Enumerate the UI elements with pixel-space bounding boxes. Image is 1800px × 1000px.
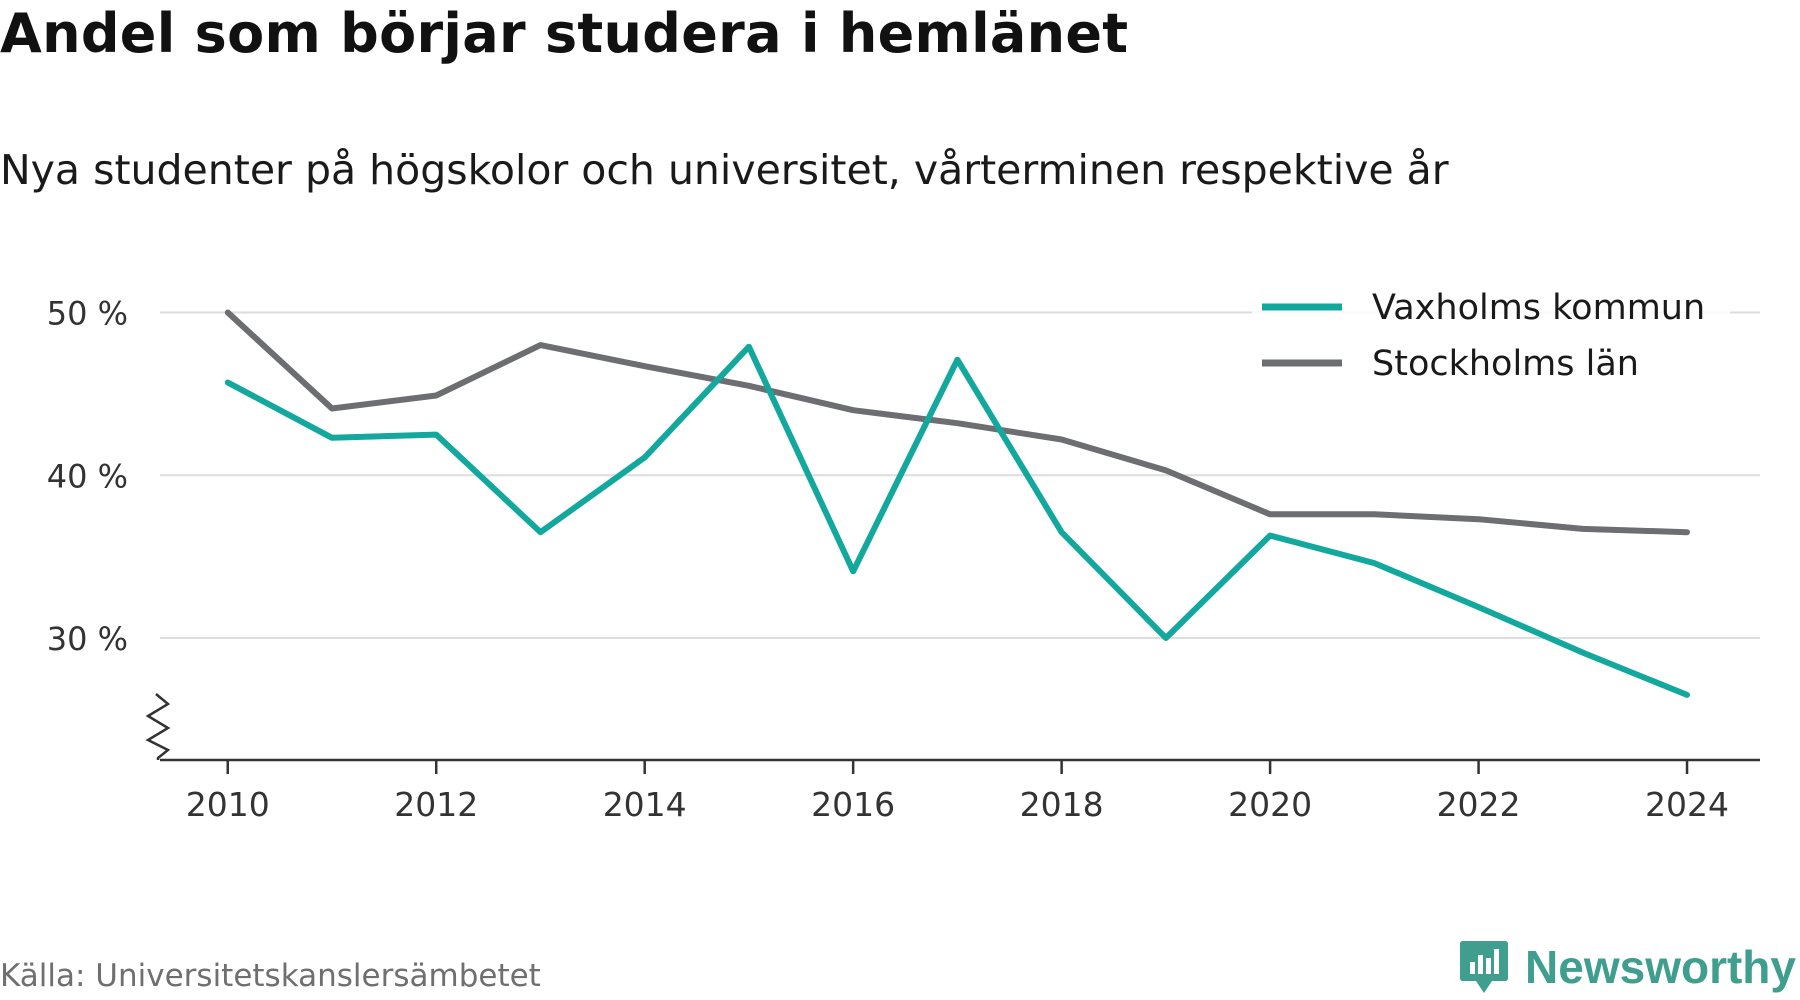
x-tick-label: 2024 xyxy=(1645,785,1729,824)
x-tick-label: 2016 xyxy=(811,785,895,824)
x-tick-label: 2018 xyxy=(1020,785,1104,824)
legend-background xyxy=(1252,277,1730,395)
x-tick-label: 2012 xyxy=(394,785,478,824)
x-tick-label: 2010 xyxy=(186,785,270,824)
x-tick-label: 2020 xyxy=(1228,785,1312,824)
y-tick-label: 50 % xyxy=(47,295,128,333)
brand-logo: Newsworthy xyxy=(1459,938,1796,996)
brand-name: Newsworthy xyxy=(1525,941,1796,993)
chart-subtitle: Nya studenter på högskolor och universit… xyxy=(0,146,1449,194)
legend-label: Vaxholms kommun xyxy=(1372,288,1705,328)
legend-label: Stockholms län xyxy=(1372,344,1639,384)
source-note: Källa: Universitetskanslersämbetet xyxy=(0,958,541,994)
x-tick-label: 2022 xyxy=(1437,785,1521,824)
newsworthy-logo-icon xyxy=(1460,941,1509,993)
axis-break-icon xyxy=(145,693,171,760)
series-line xyxy=(224,309,1690,536)
y-tick-label: 40 % xyxy=(47,457,128,495)
y-tick-label: 30 % xyxy=(47,620,128,658)
chart-title: Andel som börjar studera i hemlänet xyxy=(0,2,1129,65)
series-line xyxy=(224,343,1690,698)
x-tick-label: 2014 xyxy=(603,785,687,824)
